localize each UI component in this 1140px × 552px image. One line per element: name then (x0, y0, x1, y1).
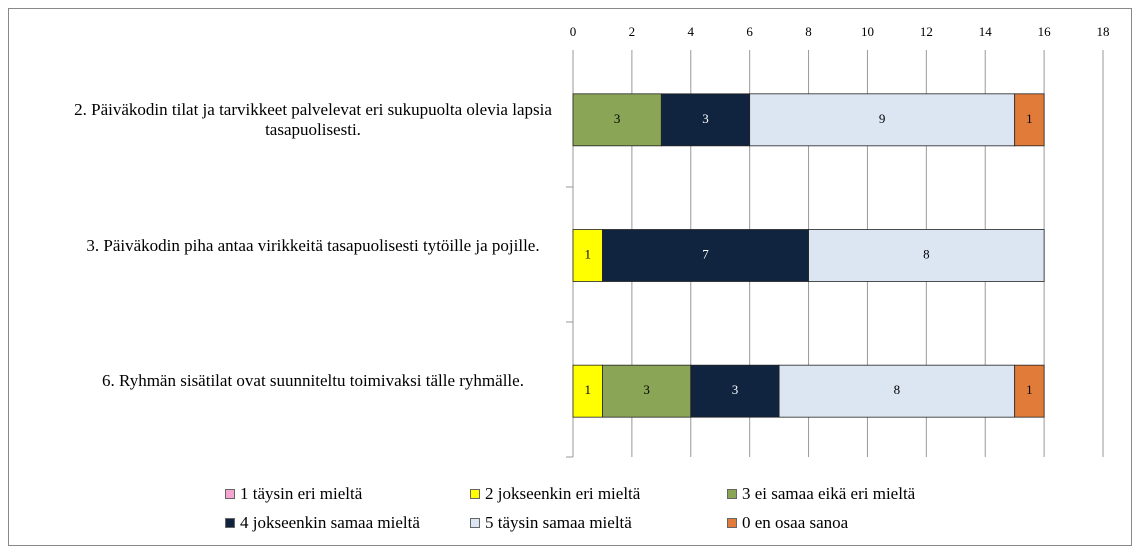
x-tick-label: 0 (570, 24, 577, 39)
legend-swatch (727, 489, 737, 499)
chart-frame (8, 8, 1132, 546)
bar-segment (1014, 364, 1045, 418)
legend-entry: 2 jokseenkin eri mieltä (470, 484, 640, 504)
data-label: 7 (702, 246, 709, 261)
legend-entry: 5 täysin samaa mieltä (470, 513, 632, 533)
data-label: 3 (702, 111, 709, 126)
bar-segment (572, 364, 603, 418)
bar-segment (690, 364, 780, 418)
bar-segment (572, 93, 662, 147)
x-tick-label: 16 (1038, 24, 1052, 39)
legend-swatch (470, 518, 480, 528)
x-tick-label: 8 (805, 24, 812, 39)
legend-entry: 3 ei samaa eikä eri mieltä (727, 484, 915, 504)
bar-segment (660, 93, 751, 147)
legend-swatch (470, 489, 480, 499)
data-label: 3 (643, 382, 650, 397)
legend-label: 3 ei samaa eikä eri mieltä (742, 484, 916, 503)
data-label: 3 (732, 382, 739, 397)
x-tick-label: 2 (629, 24, 636, 39)
bar-segment (778, 364, 1016, 418)
legend-label: 0 en osaa sanoa (742, 513, 849, 532)
data-label: 1 (584, 246, 591, 261)
category-label: 2. Päiväkodin tilat ja tarvikkeet palvel… (74, 99, 552, 139)
data-label: 3 (614, 111, 621, 126)
data-label: 1 (1026, 382, 1033, 397)
category-label: 3. Päiväkodin piha antaa virikkeitä tasa… (86, 235, 540, 255)
data-label: 1 (584, 382, 591, 397)
legend-swatch (727, 518, 737, 528)
data-label: 9 (879, 111, 886, 126)
bar-segment (749, 93, 1016, 147)
x-tick-label: 10 (861, 24, 874, 39)
data-label: 8 (923, 246, 930, 261)
legend-entry: 0 en osaa sanoa (727, 513, 848, 533)
x-tick-label: 14 (979, 24, 993, 39)
legend-label: 5 täysin samaa mieltä (485, 513, 632, 532)
data-label: 8 (894, 382, 901, 397)
bar-segment (1014, 93, 1045, 147)
x-tick-label: 18 (1097, 24, 1110, 39)
legend-swatch (225, 489, 235, 499)
x-tick-label: 12 (920, 24, 933, 39)
bar-segment (572, 229, 603, 282)
x-tick-label: 4 (688, 24, 695, 39)
legend-entry: 4 jokseenkin samaa mieltä (225, 513, 420, 533)
legend-swatch (225, 518, 235, 528)
bar-segment (808, 229, 1045, 282)
data-label: 1 (1026, 111, 1033, 126)
category-label: 6. Ryhmän sisätilat ovat suunniteltu toi… (102, 371, 524, 391)
legend-label: 1 täysin eri mieltä (240, 484, 363, 503)
legend-label: 2 jokseenkin eri mieltä (485, 484, 641, 503)
bar-segment (602, 229, 809, 282)
x-tick-label: 6 (746, 24, 753, 39)
legend-entry: 1 täysin eri mieltä (225, 484, 362, 504)
legend-label: 4 jokseenkin samaa mieltä (240, 513, 420, 532)
bar-segment (602, 364, 692, 418)
